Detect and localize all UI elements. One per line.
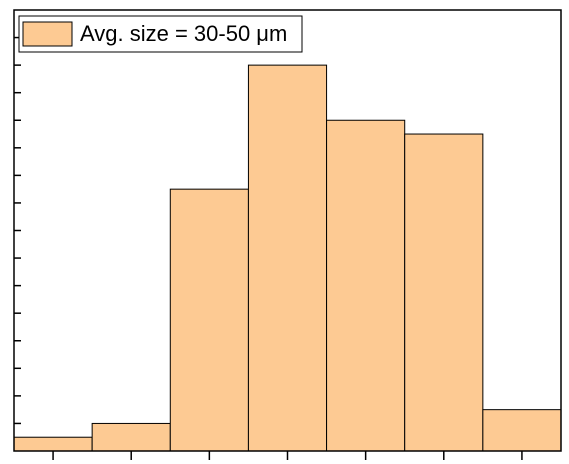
bar — [169, 188, 249, 452]
bar — [326, 119, 406, 452]
legend-label: Avg. size = 30-50 μm — [80, 21, 287, 46]
bar — [13, 436, 93, 452]
bar — [247, 64, 328, 452]
bar — [91, 422, 171, 452]
bar — [482, 409, 562, 452]
legend-swatch — [22, 21, 73, 47]
bar — [404, 133, 484, 452]
